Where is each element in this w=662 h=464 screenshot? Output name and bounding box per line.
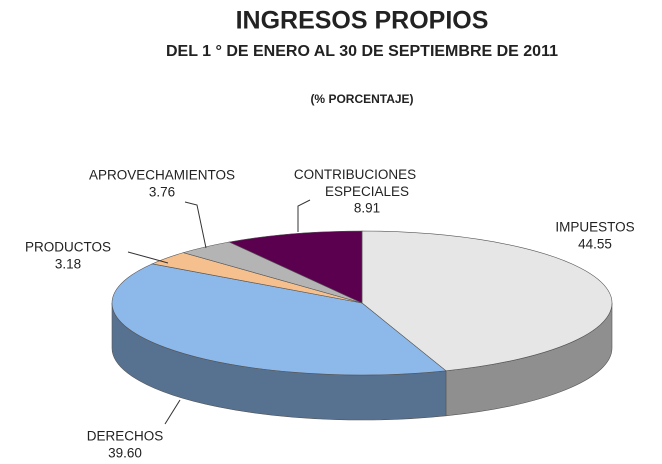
- leader-line: [127, 251, 169, 264]
- leader-line: [164, 399, 181, 425]
- chart-title: INGRESOS PROPIOS: [236, 7, 489, 35]
- slice: [228, 230, 363, 304]
- chart-note: (% PORCENTAJE): [310, 92, 413, 106]
- slice: [111, 263, 447, 376]
- category-label: IMPUESTOS: [555, 220, 634, 235]
- category-label: PRODUCTOS: [25, 240, 111, 255]
- value-label: 3.18: [55, 257, 81, 272]
- value-label: 3.76: [149, 185, 175, 200]
- leader-line: [297, 199, 311, 232]
- chart-subtitle: DEL 1 ° DE ENERO AL 30 DE SEPTIEMBRE DE …: [166, 43, 558, 60]
- value-label: 44.55: [578, 237, 612, 252]
- leader-line: [184, 201, 207, 249]
- value-label: 8.91: [354, 201, 380, 216]
- value-label: 39.60: [108, 446, 142, 461]
- category-label: CONTRIBUCIONES ESPECIALES: [294, 167, 416, 199]
- category-label: DERECHOS: [87, 429, 164, 444]
- slice: [361, 230, 613, 372]
- category-label: APROVECHAMIENTOS: [89, 168, 235, 183]
